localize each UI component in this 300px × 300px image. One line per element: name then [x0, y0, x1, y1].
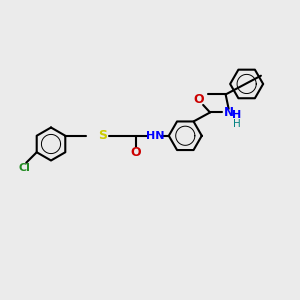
Text: N: N [224, 106, 234, 119]
Text: H: H [232, 110, 242, 120]
Text: O: O [193, 93, 204, 106]
Text: O: O [130, 146, 141, 159]
Text: HN: HN [146, 131, 164, 141]
Text: S: S [98, 129, 107, 142]
Text: Cl: Cl [19, 163, 31, 173]
Text: H: H [233, 119, 241, 129]
